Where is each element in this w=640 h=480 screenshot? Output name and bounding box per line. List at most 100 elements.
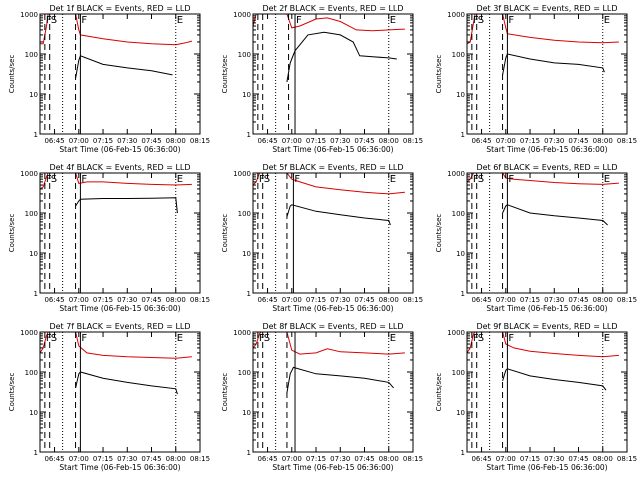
x-tick-label: 07:00 bbox=[282, 455, 302, 463]
y-tick-label: 1 bbox=[247, 290, 251, 298]
y-tick-label: 1000 bbox=[233, 329, 251, 337]
x-tick-label: 08:00 bbox=[379, 137, 399, 145]
y-tick-label: 1 bbox=[461, 449, 465, 457]
time-marker-label: E bbox=[604, 174, 610, 185]
y-tick-label: 10 bbox=[29, 250, 38, 258]
x-tick-label: 07:30 bbox=[330, 137, 350, 145]
time-marker-label: S bbox=[51, 174, 57, 185]
time-marker-label: F bbox=[259, 333, 265, 344]
x-tick-label: 07:30 bbox=[330, 455, 350, 463]
x-tick-label: 08:00 bbox=[593, 137, 613, 145]
y-tick-label: 10 bbox=[29, 91, 38, 99]
y-tick-label: 100 bbox=[238, 369, 251, 377]
x-tick-label: 07:30 bbox=[544, 137, 564, 145]
chart-title: Det 6f BLACK = Events, RED = LLD bbox=[476, 163, 617, 172]
plot-frame bbox=[252, 172, 414, 294]
time-marker-label: F bbox=[508, 15, 514, 26]
plot-frame bbox=[252, 331, 414, 453]
time-marker-label: F bbox=[81, 174, 87, 185]
plot-frame bbox=[39, 331, 201, 453]
plot-frame bbox=[252, 13, 414, 135]
time-marker-label: F bbox=[259, 174, 265, 185]
time-marker-label: S bbox=[478, 333, 484, 344]
chart-title: Det 7f BLACK = Events, RED = LLD bbox=[49, 322, 190, 331]
plot-frame bbox=[39, 13, 201, 135]
chart-title: Det 4f BLACK = Events, RED = LLD bbox=[49, 163, 190, 172]
x-axis-label: Start Time (06-Feb-15 06:36:00) bbox=[272, 145, 393, 154]
y-tick-label: 1 bbox=[34, 131, 38, 139]
x-tick-label: 08:00 bbox=[593, 296, 613, 304]
x-axis-label: Start Time (06-Feb-15 06:36:00) bbox=[486, 463, 607, 472]
y-tick-label: 1000 bbox=[233, 11, 251, 19]
x-tick-label: 08:00 bbox=[166, 137, 186, 145]
x-tick-label: 07:30 bbox=[330, 296, 350, 304]
x-axis-label: Start Time (06-Feb-15 06:36:00) bbox=[59, 145, 180, 154]
chart-title: Det 2f BLACK = Events, RED = LLD bbox=[262, 4, 403, 13]
y-tick-label: 100 bbox=[238, 210, 251, 218]
x-tick-label: 07:15 bbox=[306, 296, 326, 304]
x-tick-label: 07:00 bbox=[69, 455, 89, 463]
x-tick-label: 07:45 bbox=[141, 296, 161, 304]
time-marker-label: F bbox=[46, 15, 52, 26]
x-tick-label: 07:15 bbox=[93, 455, 113, 463]
series-line-events bbox=[286, 204, 391, 226]
series-line-lld bbox=[40, 14, 193, 46]
x-tick-label: 07:00 bbox=[282, 137, 302, 145]
y-tick-label: 10 bbox=[242, 409, 251, 417]
x-tick-label: 08:15 bbox=[190, 455, 210, 463]
series-line-lld bbox=[467, 14, 619, 45]
x-tick-label: 08:00 bbox=[379, 455, 399, 463]
x-tick-label: 07:45 bbox=[354, 455, 374, 463]
plot-frame bbox=[39, 172, 201, 294]
series-line-events bbox=[75, 55, 173, 79]
series-line-lld bbox=[253, 173, 405, 195]
time-marker-label: E bbox=[390, 15, 396, 26]
plot-frame bbox=[466, 13, 628, 135]
x-tick-label: 07:00 bbox=[496, 137, 516, 145]
y-axis-label: Counts/sec bbox=[221, 214, 229, 253]
time-marker-label: S bbox=[51, 15, 57, 26]
y-axis-label: Counts/sec bbox=[8, 55, 16, 94]
time-marker-label: F bbox=[473, 15, 479, 26]
x-tick-label: 07:00 bbox=[69, 296, 89, 304]
y-axis-label: Counts/sec bbox=[435, 214, 443, 253]
time-marker-label: F bbox=[46, 174, 52, 185]
series-line-events bbox=[75, 371, 178, 395]
x-tick-label: 07:15 bbox=[520, 296, 540, 304]
series-line-events bbox=[502, 204, 608, 226]
x-tick-label: 07:00 bbox=[496, 296, 516, 304]
x-tick-label: 08:15 bbox=[403, 455, 423, 463]
y-tick-label: 1000 bbox=[447, 11, 465, 19]
y-tick-label: 1000 bbox=[233, 170, 251, 178]
y-tick-label: 100 bbox=[238, 51, 251, 59]
x-tick-label: 08:00 bbox=[166, 296, 186, 304]
x-tick-label: 07:45 bbox=[354, 137, 374, 145]
series-line-lld bbox=[467, 173, 619, 185]
x-axis-label: Start Time (06-Feb-15 06:36:00) bbox=[486, 145, 607, 154]
y-tick-label: 10 bbox=[456, 91, 465, 99]
time-marker-label: F bbox=[81, 333, 87, 344]
x-tick-label: 08:15 bbox=[617, 137, 637, 145]
x-axis-label: Start Time (06-Feb-15 06:36:00) bbox=[272, 463, 393, 472]
series-line-events bbox=[75, 197, 178, 214]
time-marker-label: F bbox=[473, 174, 479, 185]
time-marker-label: S bbox=[264, 333, 270, 344]
x-tick-label: 06:45 bbox=[257, 137, 277, 145]
x-tick-label: 06:45 bbox=[44, 296, 64, 304]
chart-title: Det 5f BLACK = Events, RED = LLD bbox=[262, 163, 403, 172]
time-marker-label: F bbox=[508, 333, 514, 344]
time-marker-label: F bbox=[46, 333, 52, 344]
x-tick-label: 07:15 bbox=[306, 455, 326, 463]
x-tick-label: 07:45 bbox=[568, 137, 588, 145]
y-tick-label: 1 bbox=[247, 131, 251, 139]
x-tick-label: 06:45 bbox=[257, 455, 277, 463]
x-tick-label: 07:15 bbox=[93, 137, 113, 145]
time-marker-label: F bbox=[294, 174, 300, 185]
